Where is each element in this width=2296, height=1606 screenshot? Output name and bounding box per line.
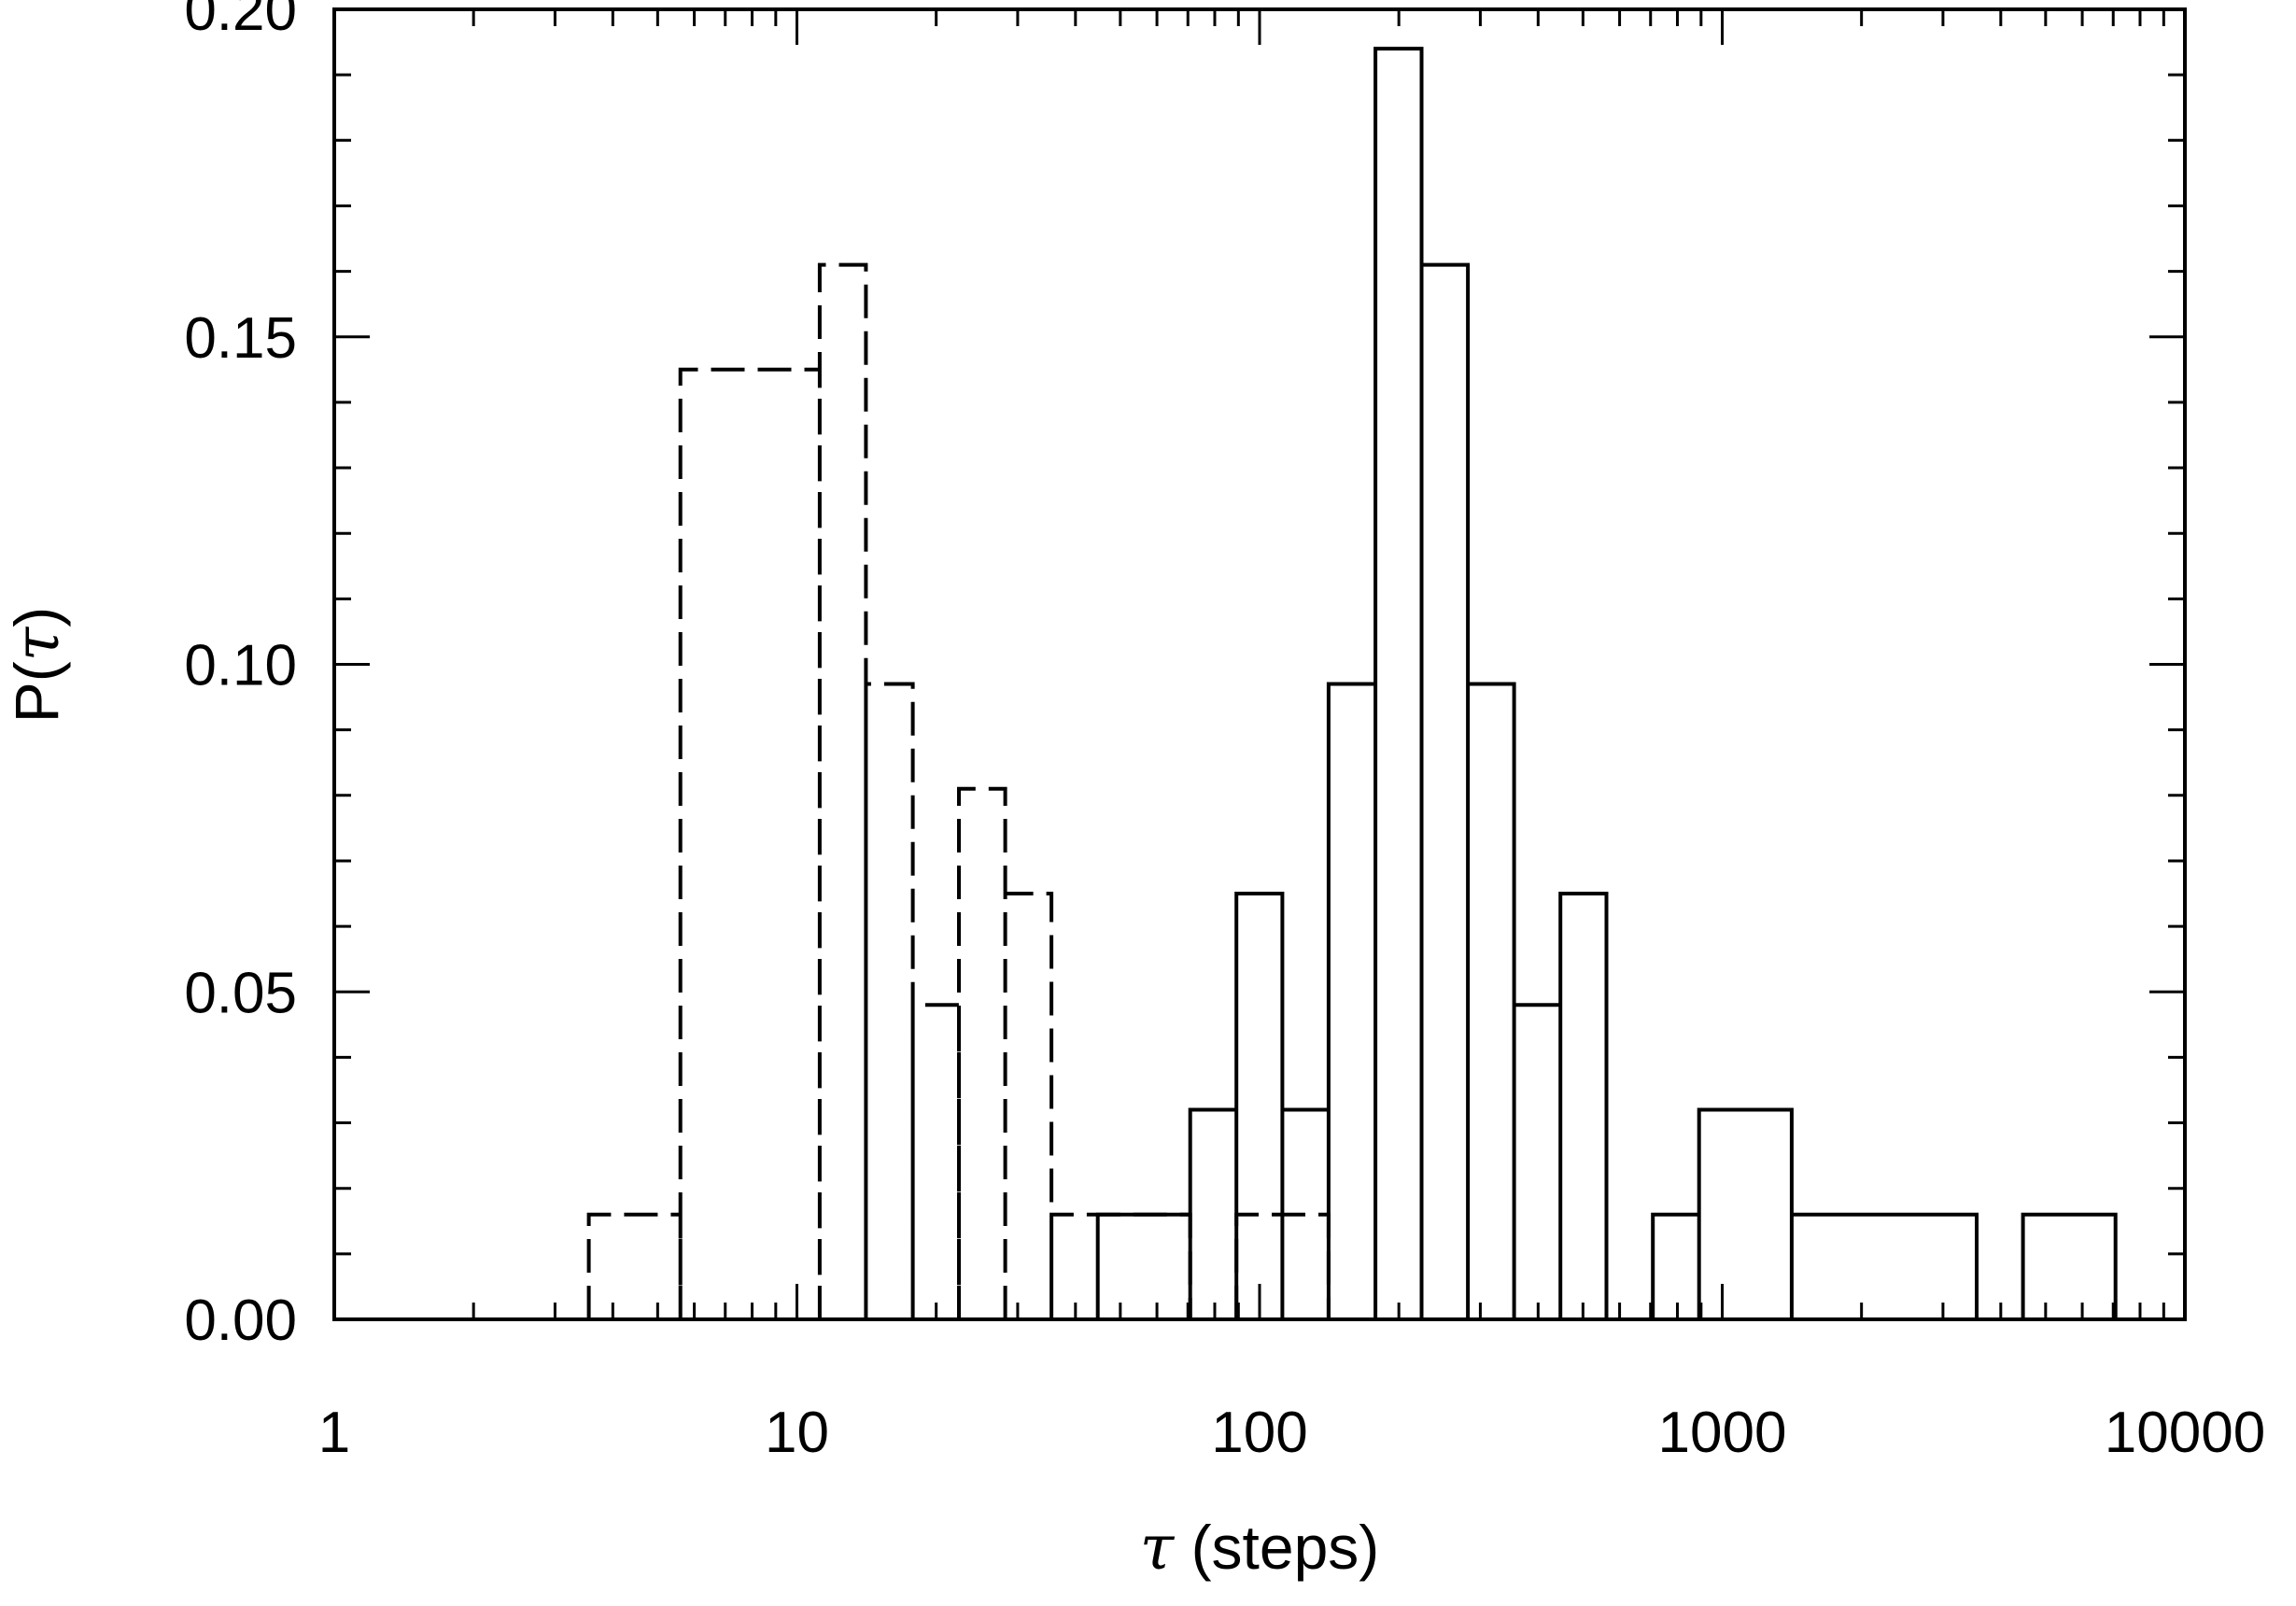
y-axis-title: P(τ) [1, 607, 73, 724]
x-tick-label: 10000 [2105, 1401, 2265, 1465]
ticks-layer [332, 7, 2187, 1321]
y-axis-title-symbol: τ [1, 626, 73, 661]
plot-frame [332, 7, 2187, 1321]
y-axis-title-prefix: P( [2, 661, 71, 723]
y-tick-label: 0.15 [184, 306, 297, 371]
x-axis-title: τ (steps) [1140, 1512, 1380, 1584]
x-tick-label: 100 [1211, 1401, 1307, 1465]
y-tick-label: 0.20 [184, 0, 297, 43]
x-axis-title-symbol: τ [1140, 1512, 1176, 1584]
dashed-histogram-series [586, 262, 1331, 1321]
solid-histogram-series [1095, 47, 2118, 1321]
y-tick-label: 0.05 [184, 961, 297, 1025]
x-axis-title-text: (steps) [1174, 1513, 1379, 1582]
series-layer [586, 47, 2118, 1321]
x-tick-label: 10 [765, 1401, 829, 1465]
labels-layer: 1 10 100 1000 10000 0.00 0.05 0.10 0.15 0.20 [184, 0, 2265, 1465]
y-tick-label: 0.00 [184, 1289, 297, 1353]
x-tick-label: 1000 [1658, 1401, 1787, 1465]
y-tick-label: 0.10 [184, 634, 297, 698]
y-axis-title-suffix: ) [2, 607, 71, 627]
x-tick-label: 1 [318, 1401, 350, 1465]
